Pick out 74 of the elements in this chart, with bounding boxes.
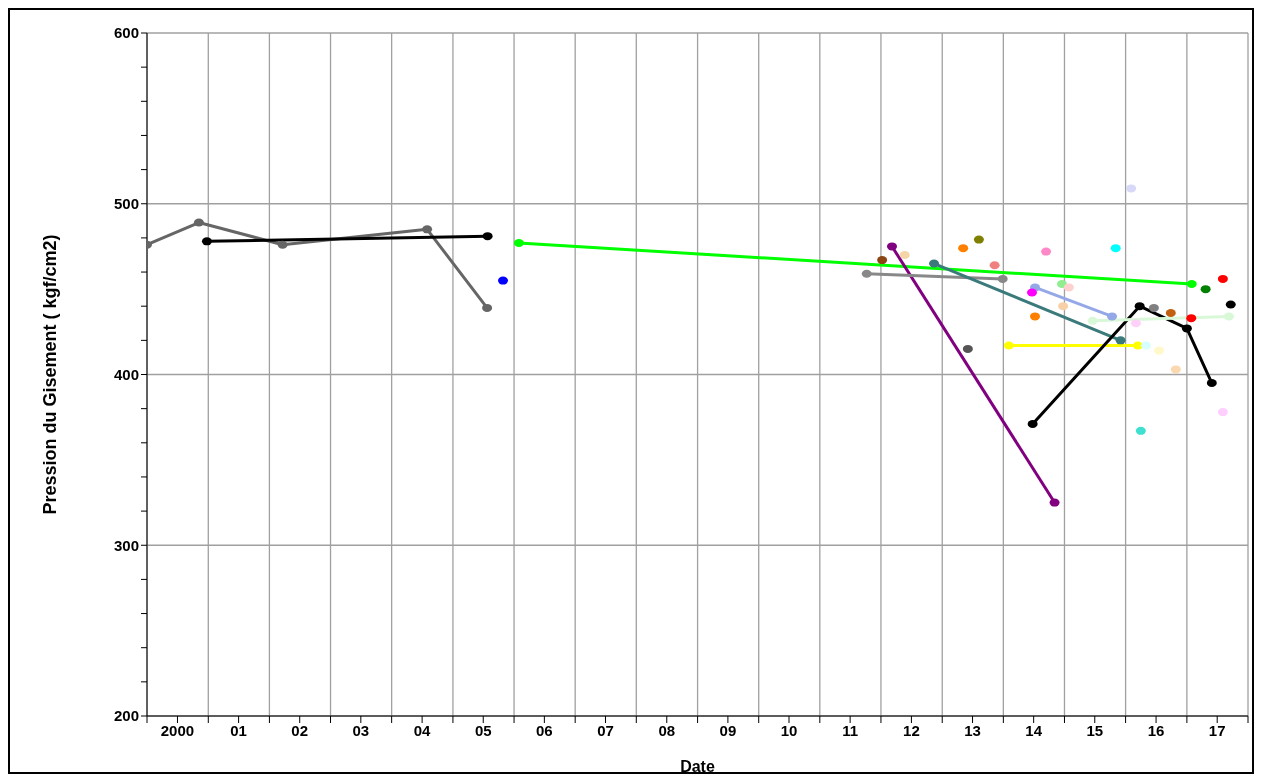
point xyxy=(482,232,493,241)
point xyxy=(1126,184,1137,193)
point xyxy=(989,261,1000,270)
point xyxy=(1217,274,1228,283)
point xyxy=(482,303,493,312)
x-tick-label: 15 xyxy=(1086,721,1104,739)
point xyxy=(1041,247,1052,256)
point xyxy=(1135,426,1146,435)
point xyxy=(962,344,973,353)
point xyxy=(1056,280,1067,288)
y-tick-label: 200 xyxy=(113,707,139,725)
point xyxy=(899,250,910,259)
point xyxy=(513,239,524,248)
point xyxy=(1217,408,1228,417)
y-tick-label: 600 xyxy=(113,24,139,42)
point xyxy=(1049,498,1060,507)
point xyxy=(1107,312,1118,321)
point xyxy=(1063,283,1074,292)
y-axis-title: Pression du Gisement ( kgf/cm2) xyxy=(40,234,61,515)
x-tick-label: 08 xyxy=(658,721,676,739)
point xyxy=(422,225,433,234)
x-tick-label: 02 xyxy=(291,721,309,739)
x-tick-label: 05 xyxy=(474,721,492,739)
point xyxy=(1186,314,1197,323)
point xyxy=(1027,420,1038,429)
point xyxy=(1200,285,1211,294)
point xyxy=(201,237,212,246)
x-tick-label: 14 xyxy=(1025,721,1043,739)
x-tick-label: 12 xyxy=(903,721,920,739)
point xyxy=(1030,312,1040,321)
point xyxy=(877,256,888,265)
point xyxy=(887,242,897,251)
y-tick-label: 300 xyxy=(113,536,139,554)
x-axis-title: Date xyxy=(680,758,715,774)
point xyxy=(973,235,984,244)
x-tick-label: 04 xyxy=(413,721,432,739)
y-tick-label: 500 xyxy=(113,195,139,213)
point xyxy=(1140,341,1151,350)
point xyxy=(1134,302,1145,311)
x-tick-label: 16 xyxy=(1147,721,1165,739)
point xyxy=(1026,288,1037,297)
x-tick-label: 01 xyxy=(230,721,247,739)
x-tick-label: 07 xyxy=(597,721,614,739)
x-tick-label: 09 xyxy=(719,721,737,739)
point xyxy=(277,240,288,249)
point xyxy=(193,218,204,227)
y-tick-label: 400 xyxy=(113,365,139,383)
point xyxy=(1154,346,1165,355)
point xyxy=(1058,302,1069,311)
point xyxy=(498,276,508,285)
point xyxy=(1115,336,1126,345)
x-tick-label: 17 xyxy=(1208,721,1226,739)
point xyxy=(861,269,872,278)
point xyxy=(1186,280,1197,288)
point xyxy=(1181,324,1192,333)
point xyxy=(1170,365,1181,374)
point xyxy=(929,259,940,268)
point xyxy=(1225,300,1236,309)
point xyxy=(1165,309,1176,318)
x-tick-label: 11 xyxy=(842,721,859,739)
point xyxy=(1003,341,1014,350)
x-tick-label: 03 xyxy=(352,721,370,739)
x-tick-label: 13 xyxy=(964,721,981,739)
point xyxy=(997,274,1008,283)
point xyxy=(1087,316,1098,325)
point xyxy=(1148,303,1159,312)
x-tick-label: 2000 xyxy=(160,721,195,739)
x-tick-label: 06 xyxy=(536,721,553,739)
point xyxy=(1110,244,1121,253)
point xyxy=(1206,379,1217,388)
point xyxy=(1130,319,1141,328)
point xyxy=(958,244,969,253)
x-tick-label: 10 xyxy=(780,721,798,739)
point xyxy=(1223,312,1234,321)
